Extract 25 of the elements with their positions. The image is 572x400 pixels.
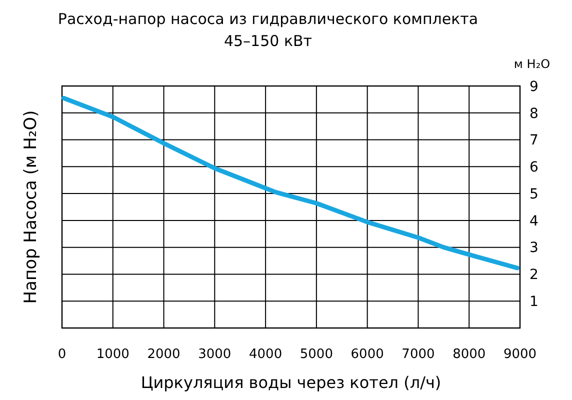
x-tick-label: 2000 — [147, 347, 180, 362]
x-tick-label: 5000 — [300, 347, 333, 362]
y-tick-label: 8 — [530, 106, 538, 122]
y-tick-label: 2 — [530, 267, 538, 284]
x-tick-label: 9000 — [503, 347, 537, 362]
chart-subtitle: 45–150 кВт — [224, 32, 312, 50]
y-tick-label: 1 — [530, 294, 538, 310]
x-tick-label: 3000 — [198, 347, 232, 362]
x-tick-label: 8000 — [452, 347, 486, 362]
x-tick-label: 7000 — [402, 347, 435, 362]
x-tick-label: 6000 — [350, 347, 384, 362]
text: м H₂O — [514, 57, 550, 71]
y-axis-title: Напор Насоса (м H₂O) — [21, 110, 41, 304]
y-tick-label: 5 — [530, 186, 538, 202]
x-tick-label: 0 — [58, 347, 66, 362]
y-tick-label: 6 — [530, 160, 539, 176]
y-tick-label: 4 — [530, 213, 539, 230]
x-tick-label: 1000 — [96, 347, 130, 362]
chart-title: Расход-напор насоса из гидравлического комплекта — [58, 10, 478, 28]
y-tick-label: 7 — [530, 132, 538, 149]
x-tick-label: 4000 — [249, 347, 282, 362]
line-series — [62, 96, 520, 270]
y-tick-label: 9 — [530, 78, 538, 95]
x-axis-title: Циркуляция воды через котел (л/ч) — [140, 373, 442, 392]
y-tick-label: 3 — [530, 240, 538, 256]
